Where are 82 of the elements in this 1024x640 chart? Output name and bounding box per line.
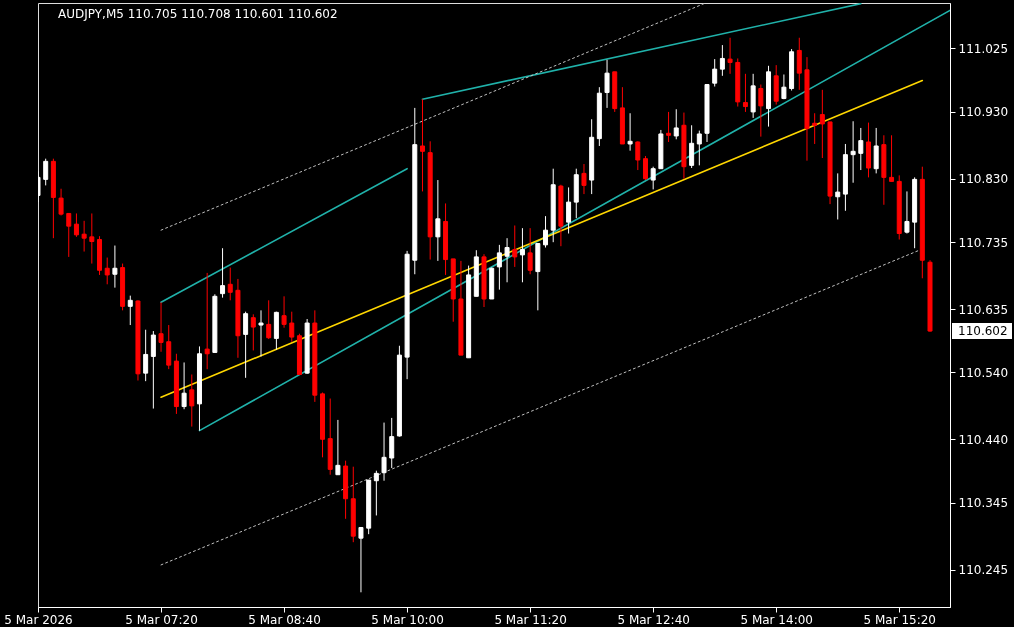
candlestick <box>904 190 910 235</box>
candlestick <box>650 166 656 190</box>
candlestick <box>66 212 72 258</box>
candlestick <box>435 179 441 262</box>
candlestick <box>673 108 679 140</box>
candlestick <box>166 324 172 370</box>
candlestick <box>604 59 610 109</box>
candlestick <box>812 112 818 145</box>
candlestick <box>819 89 825 159</box>
candlestick <box>289 311 295 343</box>
candlestick <box>204 272 210 370</box>
y-tick-label: 110.345 <box>958 496 1009 511</box>
candlestick <box>858 127 864 171</box>
candlestick <box>527 227 533 275</box>
candlestick <box>181 361 187 410</box>
x-tick-label: 5 Mar 08:40 <box>248 612 321 627</box>
candlestick <box>727 37 733 75</box>
candlestick <box>158 301 164 353</box>
candlestick <box>519 227 525 283</box>
candlestick <box>258 309 264 357</box>
y-tick-label: 110.540 <box>958 365 1009 380</box>
candlestick <box>796 37 802 91</box>
candlestick <box>512 224 518 268</box>
candlestick <box>189 373 195 428</box>
candlestick <box>666 111 672 143</box>
candlestick <box>496 244 502 291</box>
candlestick <box>281 295 287 329</box>
candlestick <box>696 130 702 166</box>
candlestick <box>250 313 256 351</box>
candlestick <box>566 186 572 235</box>
y-tick-label: 111.025 <box>958 41 1009 56</box>
y-tick-label: 110.735 <box>958 235 1009 250</box>
candlestick <box>73 212 79 238</box>
text: 110.602 <box>958 324 1008 339</box>
x-tick-label: 5 Mar 12:40 <box>617 612 690 627</box>
x-tick-label: 5 Mar 2026 <box>4 612 73 627</box>
y-tick-label: 110.930 <box>958 105 1009 120</box>
candlestick <box>43 158 49 186</box>
y-tick-label: 110.635 <box>958 302 1009 317</box>
candlestick <box>758 84 764 138</box>
candlestick <box>112 245 118 289</box>
candlestick <box>389 417 395 469</box>
candlestick <box>742 73 748 113</box>
candlestick <box>581 163 587 195</box>
x-tick-label: 5 Mar 10:00 <box>371 612 444 627</box>
candlestick <box>689 124 695 169</box>
candlestick <box>58 188 64 216</box>
candlestick <box>104 257 110 285</box>
y-tick-label: 110.440 <box>958 432 1009 447</box>
candlestick <box>627 112 633 152</box>
candlestick <box>873 127 879 174</box>
candlestick <box>835 172 841 220</box>
candlestick <box>243 311 249 379</box>
x-tick-label: 5 Mar 07:20 <box>125 612 198 627</box>
candlestick <box>850 120 856 184</box>
candlestick <box>781 73 787 100</box>
candlestick <box>719 44 725 77</box>
candlestick <box>543 215 549 249</box>
candlestick <box>642 155 648 181</box>
candlestick <box>373 470 379 516</box>
candlestick <box>712 58 718 88</box>
candlestick <box>419 98 425 192</box>
candlestick <box>889 134 895 182</box>
candlestick <box>81 220 87 253</box>
candlestick <box>127 295 133 326</box>
candlestick <box>635 140 641 171</box>
candlestick <box>335 419 341 476</box>
candlestick <box>381 422 387 482</box>
x-tick-label: 5 Mar 15:20 <box>863 612 936 627</box>
candlestick <box>150 330 156 410</box>
x-tick-label: 5 Mar 14:00 <box>740 612 813 627</box>
candlestick <box>227 267 233 301</box>
candlestick <box>143 329 149 382</box>
candlestick <box>266 299 272 340</box>
y-tick-label: 110.245 <box>958 563 1009 578</box>
candlestick <box>220 247 226 299</box>
candlestick <box>89 212 95 265</box>
candlestick <box>358 526 364 593</box>
y-tick-label: 110.830 <box>958 172 1009 187</box>
x-tick-label: 5 Mar 11:20 <box>494 612 567 627</box>
candlestick <box>504 237 510 283</box>
chart-title: AUDJPY,M5 110.705 110.708 110.601 110.602 <box>58 7 338 21</box>
